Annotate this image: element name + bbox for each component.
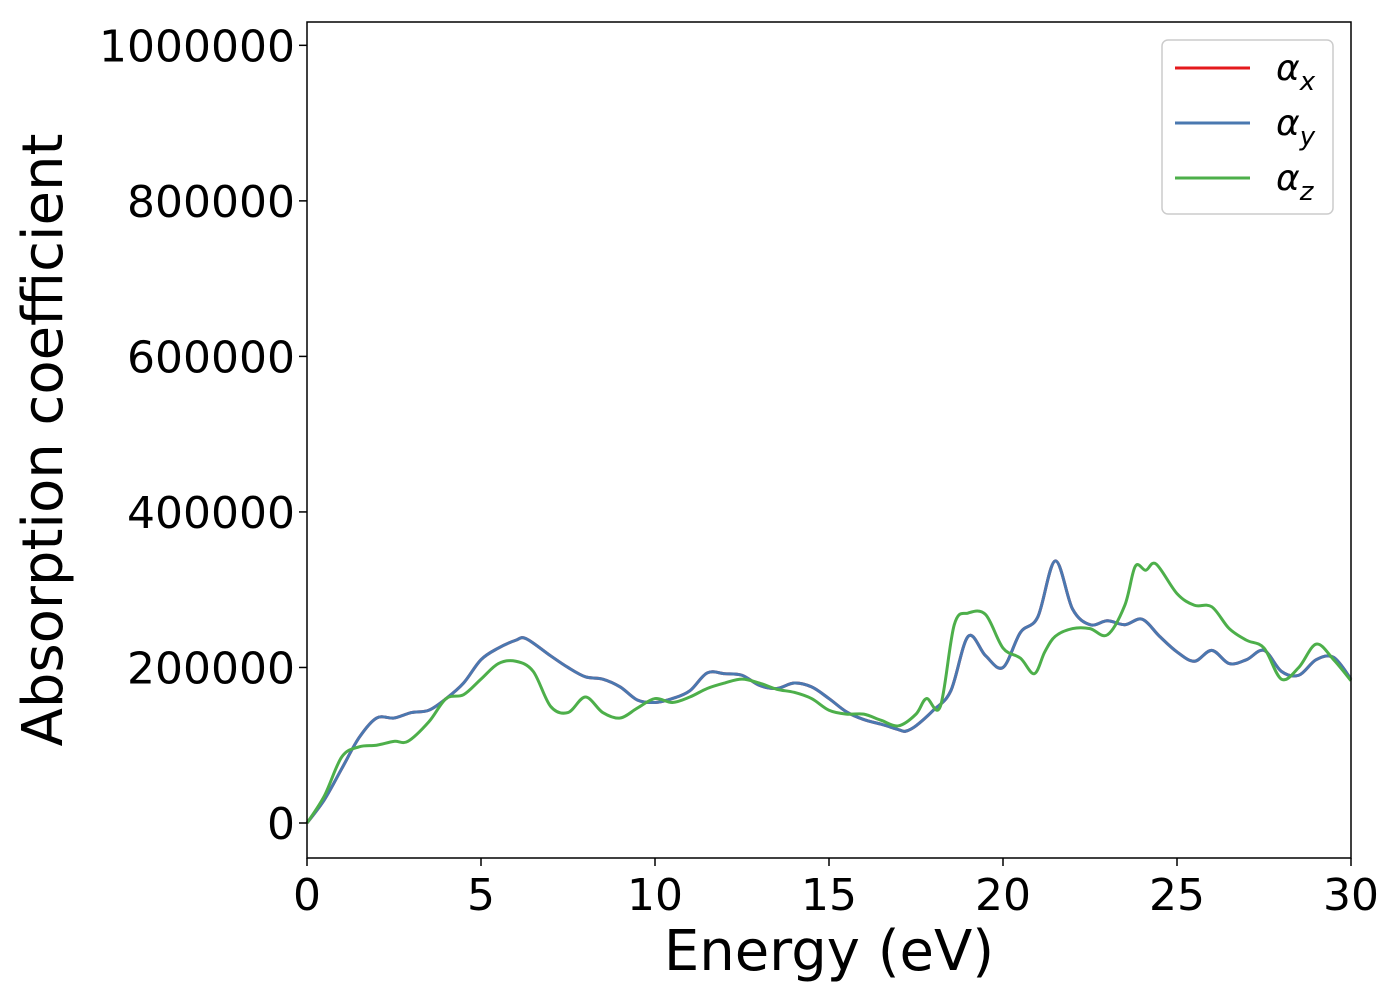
- x-tick-label: 30: [1323, 870, 1379, 921]
- legend-label-subscript: y: [1299, 122, 1316, 152]
- x-axis-title: Energy (eV): [664, 919, 994, 984]
- x-tick-label: 5: [467, 870, 495, 921]
- legend-label-subscript: z: [1299, 177, 1315, 207]
- legend-label-y: αy: [1276, 103, 1316, 152]
- series-line-x: [305, 559, 1353, 824]
- x-axis: 0 5 10 15 20 25 30: [293, 858, 1379, 921]
- series-line-y: [305, 559, 1353, 824]
- y-tick-label: 1000000: [99, 21, 295, 72]
- y-tick-label: 0: [267, 799, 295, 850]
- y-tick-label: 200000: [127, 643, 295, 694]
- y-tick-label: 800000: [127, 177, 295, 228]
- y-tick-label: 400000: [127, 488, 295, 539]
- series-layer: [305, 559, 1353, 824]
- y-axis-title: Absorption coefficient: [11, 134, 76, 747]
- legend-label-main: α: [1276, 48, 1300, 89]
- legend-label-x: αx: [1276, 48, 1316, 97]
- y-axis: 0 200000 400000 600000 800000 1000000: [99, 21, 307, 850]
- legend-label-subscript: x: [1299, 67, 1316, 97]
- y-tick-label: 600000: [127, 332, 295, 383]
- x-tick-label: 10: [627, 870, 683, 921]
- legend-label-main: α: [1276, 103, 1300, 144]
- legend-box: [1161, 39, 1334, 215]
- x-tick-label: 20: [975, 870, 1031, 921]
- x-tick-label: 25: [1149, 870, 1205, 921]
- legend-label-main: α: [1276, 158, 1300, 199]
- x-tick-label: 15: [801, 870, 857, 921]
- series-line-z: [305, 561, 1353, 824]
- legend-label-z: αz: [1276, 158, 1315, 207]
- x-tick-label: 0: [293, 870, 321, 921]
